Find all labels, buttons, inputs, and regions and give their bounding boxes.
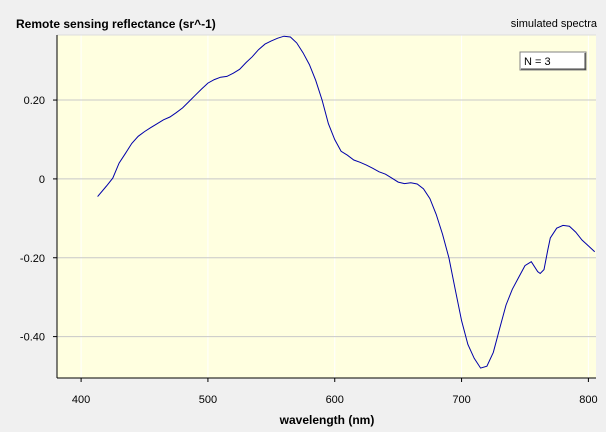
y-tick-label: -0.20 xyxy=(20,253,45,265)
plot-area xyxy=(57,35,596,378)
x-tick-label: 700 xyxy=(452,394,470,406)
series-line xyxy=(97,35,596,369)
y-tick-label: -0.40 xyxy=(20,332,45,344)
x-tick-label: 600 xyxy=(326,394,344,406)
x-axis-label: wavelength (nm) xyxy=(279,413,375,427)
y-ticks: 0.20 0 -0.20 -0.40 xyxy=(20,95,57,344)
x-tick-label: 500 xyxy=(199,394,217,406)
x-tick-label: 400 xyxy=(72,394,90,406)
grid-lines xyxy=(57,35,596,378)
legend-text: N = 3 xyxy=(524,56,551,68)
legend-box xyxy=(519,51,587,71)
chart-subtitle: simulated spectra xyxy=(511,18,598,30)
y-tick-label: 0.20 xyxy=(24,95,45,107)
legend: N = 3 xyxy=(519,51,587,71)
chart-title: Remote sensing reflectance (sr^-1) xyxy=(16,17,216,31)
y-tick-label: 0 xyxy=(39,174,45,186)
x-tick-label: 800 xyxy=(579,394,597,406)
x-ticks: 400 500 600 700 800 xyxy=(72,378,598,406)
